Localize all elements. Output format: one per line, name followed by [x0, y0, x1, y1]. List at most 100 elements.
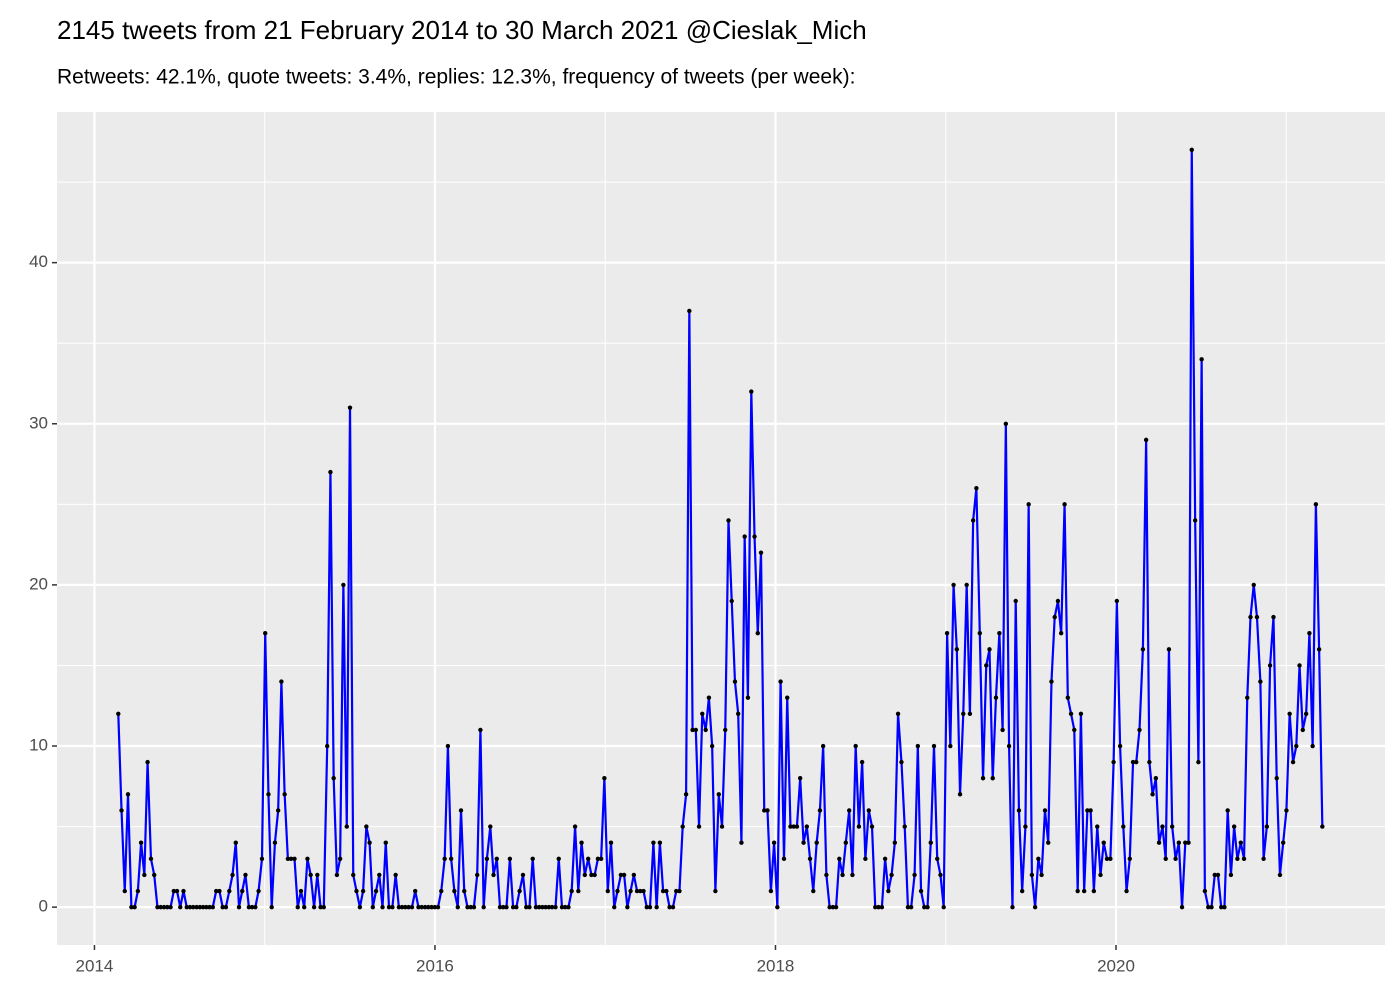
data-point	[168, 904, 173, 910]
data-point	[249, 904, 255, 910]
data-point	[315, 872, 320, 878]
data-point	[465, 904, 470, 910]
data-point	[892, 840, 898, 845]
data-point	[703, 727, 708, 733]
data-point	[899, 759, 904, 765]
data-point	[230, 872, 235, 878]
data-point	[399, 904, 405, 910]
data-point	[1280, 840, 1286, 845]
data-point	[732, 679, 738, 684]
data-point	[546, 904, 552, 910]
data-point	[801, 840, 806, 845]
data-point	[1202, 888, 1208, 894]
y-tick-label: 40	[29, 252, 48, 271]
data-point	[752, 534, 757, 539]
data-point	[1310, 743, 1315, 749]
data-point	[1274, 776, 1279, 781]
series-line	[117, 148, 1324, 909]
x-tick-label: 2018	[757, 956, 795, 975]
data-point	[337, 856, 343, 861]
data-point	[1251, 582, 1256, 588]
data-point	[1258, 679, 1263, 684]
data-point	[439, 888, 444, 894]
x-tick-label: 2020	[1097, 956, 1135, 975]
data-point	[328, 469, 333, 475]
data-point	[895, 711, 901, 716]
data-point	[811, 888, 816, 894]
data-point	[165, 904, 170, 910]
data-point	[827, 904, 832, 910]
data-point	[1127, 856, 1132, 861]
data-point	[236, 904, 242, 910]
data-point	[1039, 872, 1044, 878]
data-point	[1006, 743, 1012, 749]
data-point	[621, 872, 627, 878]
data-point	[931, 743, 937, 749]
data-point	[158, 904, 163, 910]
data-point	[612, 904, 617, 910]
data-point	[263, 631, 268, 636]
data-point	[390, 904, 395, 910]
data-point	[1042, 808, 1048, 813]
data-point	[660, 888, 666, 894]
data-point	[1065, 695, 1071, 700]
data-point	[364, 824, 369, 829]
data-point	[859, 759, 865, 765]
data-point	[830, 904, 836, 910]
data-point	[572, 824, 578, 829]
data-point	[1075, 888, 1080, 894]
data-point	[536, 904, 542, 910]
data-point	[1003, 421, 1009, 426]
data-point	[696, 824, 702, 829]
data-point	[814, 840, 819, 845]
data-point	[135, 888, 141, 894]
data-point	[116, 711, 121, 716]
data-point	[595, 856, 601, 861]
data-point	[984, 663, 989, 668]
data-point	[501, 904, 506, 910]
data-point	[667, 904, 672, 910]
data-point	[184, 904, 189, 910]
data-point	[520, 872, 526, 878]
data-point	[442, 856, 447, 861]
data-point	[598, 856, 604, 861]
data-point	[1016, 808, 1022, 813]
data-point	[951, 582, 956, 588]
data-point	[1241, 856, 1247, 861]
data-point	[279, 679, 284, 684]
data-point	[155, 904, 160, 910]
data-point	[794, 824, 800, 829]
data-point	[1143, 437, 1149, 443]
data-point	[243, 872, 248, 878]
data-point	[1140, 647, 1146, 652]
data-point	[974, 486, 979, 491]
data-point	[132, 904, 137, 910]
data-point	[1222, 904, 1227, 910]
data-point	[269, 904, 274, 910]
data-point	[768, 888, 774, 894]
data-point	[305, 856, 310, 861]
data-point	[1212, 872, 1217, 878]
data-point	[749, 389, 754, 394]
data-point	[481, 904, 486, 910]
data-point	[351, 872, 356, 878]
data-point	[1036, 856, 1041, 861]
data-point	[331, 776, 336, 781]
data-point	[1088, 808, 1093, 813]
data-point	[817, 808, 823, 813]
data-point	[227, 888, 232, 894]
data-point	[938, 872, 943, 878]
data-point	[735, 711, 741, 716]
data-point	[455, 904, 460, 910]
data-point	[448, 856, 454, 861]
data-point	[311, 904, 317, 910]
data-point	[220, 904, 225, 910]
x-tick-label: 2016	[416, 956, 454, 975]
chart-subtitle: Retweets: 42.1%, quote tweets: 3.4%, rep…	[57, 66, 855, 89]
data-point	[592, 872, 597, 878]
data-point	[569, 888, 574, 894]
data-point	[530, 856, 535, 861]
data-point	[510, 904, 516, 910]
data-point	[1169, 824, 1175, 829]
data-point	[657, 840, 663, 845]
